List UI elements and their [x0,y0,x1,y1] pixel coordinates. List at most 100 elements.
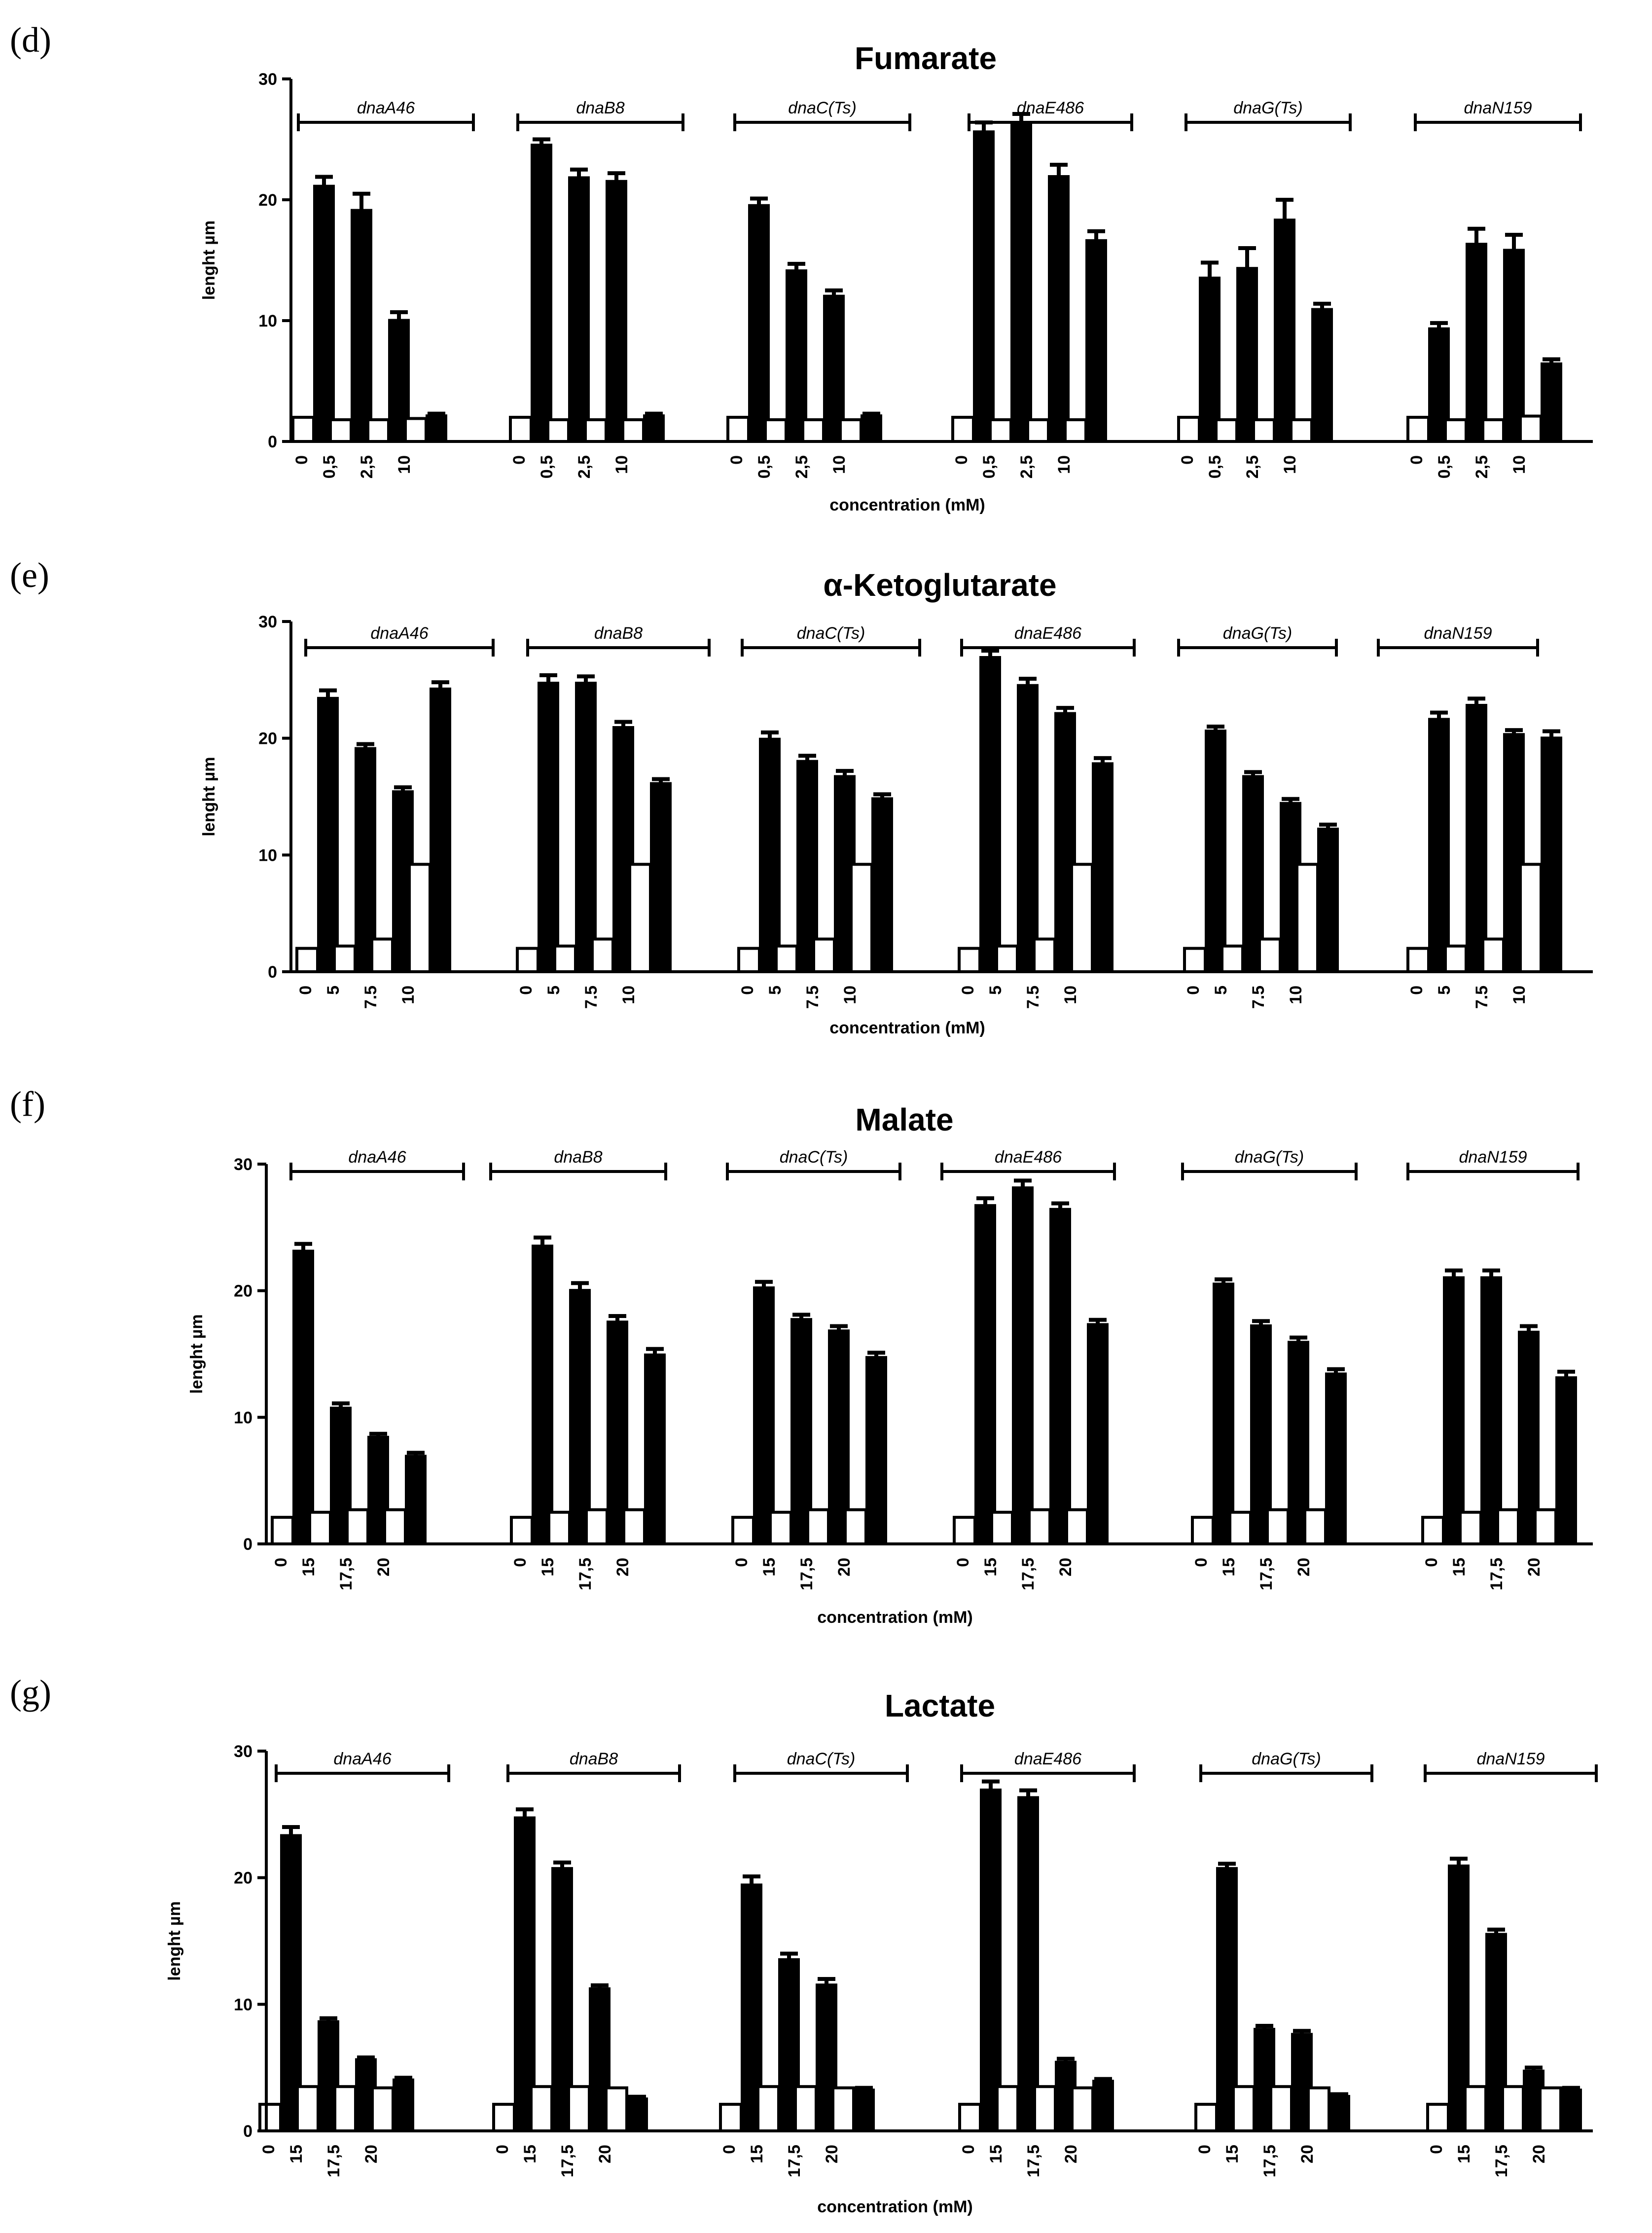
x-tick-label: 10 [841,986,860,1004]
x-tick-label: 0 [727,455,746,465]
bar-control [346,1508,369,1545]
bar-treated [1325,1372,1347,1544]
panel-letter: (d) [10,20,51,60]
bar-control [850,863,873,974]
group-label: dnaN159 [1476,1750,1544,1768]
x-tick-label: 5 [544,986,563,995]
x-tick-label: 2,5 [1472,455,1491,478]
x-tick-label: 10 [612,455,631,474]
bar-control [1221,944,1244,974]
x-tick-label: 20 [1525,1558,1544,1576]
group-label: dnaG(Ts) [1252,1750,1321,1768]
bar-treated [405,1455,427,1544]
bar-control [271,1516,294,1546]
bar-treated [1017,1796,1039,2131]
x-tick-label: 15 [760,1558,779,1576]
bar-control [1444,418,1468,443]
bar-treated [753,1286,775,1544]
group-label: dnaE486 [1014,624,1081,643]
x-tick-label: 0,5 [538,455,556,478]
panel-malate: (f) Malate 0 15 17,5 20 dnaA46 0 15 17,5 20 dnaB8… [10,1084,1593,1627]
bar-treated [1049,1208,1071,1544]
bar-treated [430,687,451,972]
x-tick-label: 10 [1061,986,1080,1004]
x-tick-label: 5 [1212,986,1230,995]
bar-treated [643,414,665,442]
y-tick-label: 20 [234,1282,252,1301]
x-tick-label: 20 [1294,1558,1313,1576]
bar-control [404,417,428,443]
x-tick-label: 2,5 [1243,455,1262,478]
y-axis-label: lenght µm [165,1901,184,1980]
bar-control [371,2086,395,2133]
x-tick-label: 17,5 [1257,1558,1276,1590]
group-label: dnaE486 [995,1148,1062,1167]
x-tick-label: 15 [1455,2145,1473,2163]
bar-treated [292,1249,314,1545]
panel-lactate: (g) Lactate 0 15 17,5 20 dnaA46 0 15 17,5 20 dnaB… [10,1673,1598,2216]
x-tick-label: 7.5 [803,986,822,1009]
bar-control [756,2085,780,2132]
x-tick-label: 17,5 [558,2145,577,2177]
bar-control [719,2103,743,2133]
x-tick-label: 0 [1184,986,1203,995]
y-tick-label: 30 [234,1155,252,1174]
bar-control [553,944,577,974]
bar-control [1444,944,1468,974]
x-tick-label: 17,5 [785,2145,804,2177]
panel-title: Lactate [885,1688,995,1723]
bar-control [510,1516,534,1546]
group-label: dnaN159 [1459,1148,1527,1167]
x-tick-label: 0 [1407,455,1426,465]
bar-control [1295,863,1319,974]
group-label: dnaA46 [348,1148,406,1167]
panel-title: Fumarate [855,40,997,76]
bar-control [585,1508,609,1545]
x-tick-label: 15 [1450,1558,1469,1576]
bar-treated [1317,827,1339,973]
group-label: dnaB8 [554,1148,602,1167]
bar-treated [1213,1282,1234,1544]
x-tick-label: 7.5 [1472,986,1491,1009]
bar-control [1290,418,1313,443]
x-tick-label: 20 [613,1558,632,1576]
bar-treated [786,269,807,442]
bar-treated [1010,123,1032,442]
x-tick-label: 0,5 [755,455,774,478]
bar-control [1252,418,1276,443]
y-tick-label: 20 [234,1869,252,1888]
bar-control [1033,937,1056,973]
bar-control [794,2085,818,2132]
x-tick-label: 5 [1435,986,1454,995]
bar-treated [974,1204,996,1544]
bar-control [329,418,353,443]
bar-control [547,1510,571,1545]
bar-treated [823,294,845,442]
x-tick-label: 0 [510,455,529,465]
y-tick-label: 10 [234,1408,252,1427]
group-label: dnaC(Ts) [788,99,857,117]
group-label: dnaG(Ts) [1233,99,1302,117]
bar-treated [426,414,447,442]
bar-control [1215,418,1238,443]
bar-treated [796,760,818,972]
x-tick-label: 15 [299,1558,318,1576]
bar-control [1177,416,1201,443]
bar-treated [351,209,372,442]
x-tick-label: 10 [1510,986,1529,1004]
x-tick-label: 10 [619,986,638,1004]
bar-control [1026,418,1050,443]
bar-control [958,2103,982,2133]
bar-treated [1541,362,1562,442]
bar-control [951,416,975,443]
x-tick-label: 10 [1281,455,1299,474]
x-tick-label: 10 [830,455,849,474]
y-tick-label: 10 [234,1995,252,2014]
x-tick-label: 0 [732,1558,751,1567]
bar-treated [1480,1276,1502,1544]
group-label: dnaN159 [1424,624,1492,643]
bar-treated [1085,239,1107,442]
bar-control [1232,2085,1256,2132]
